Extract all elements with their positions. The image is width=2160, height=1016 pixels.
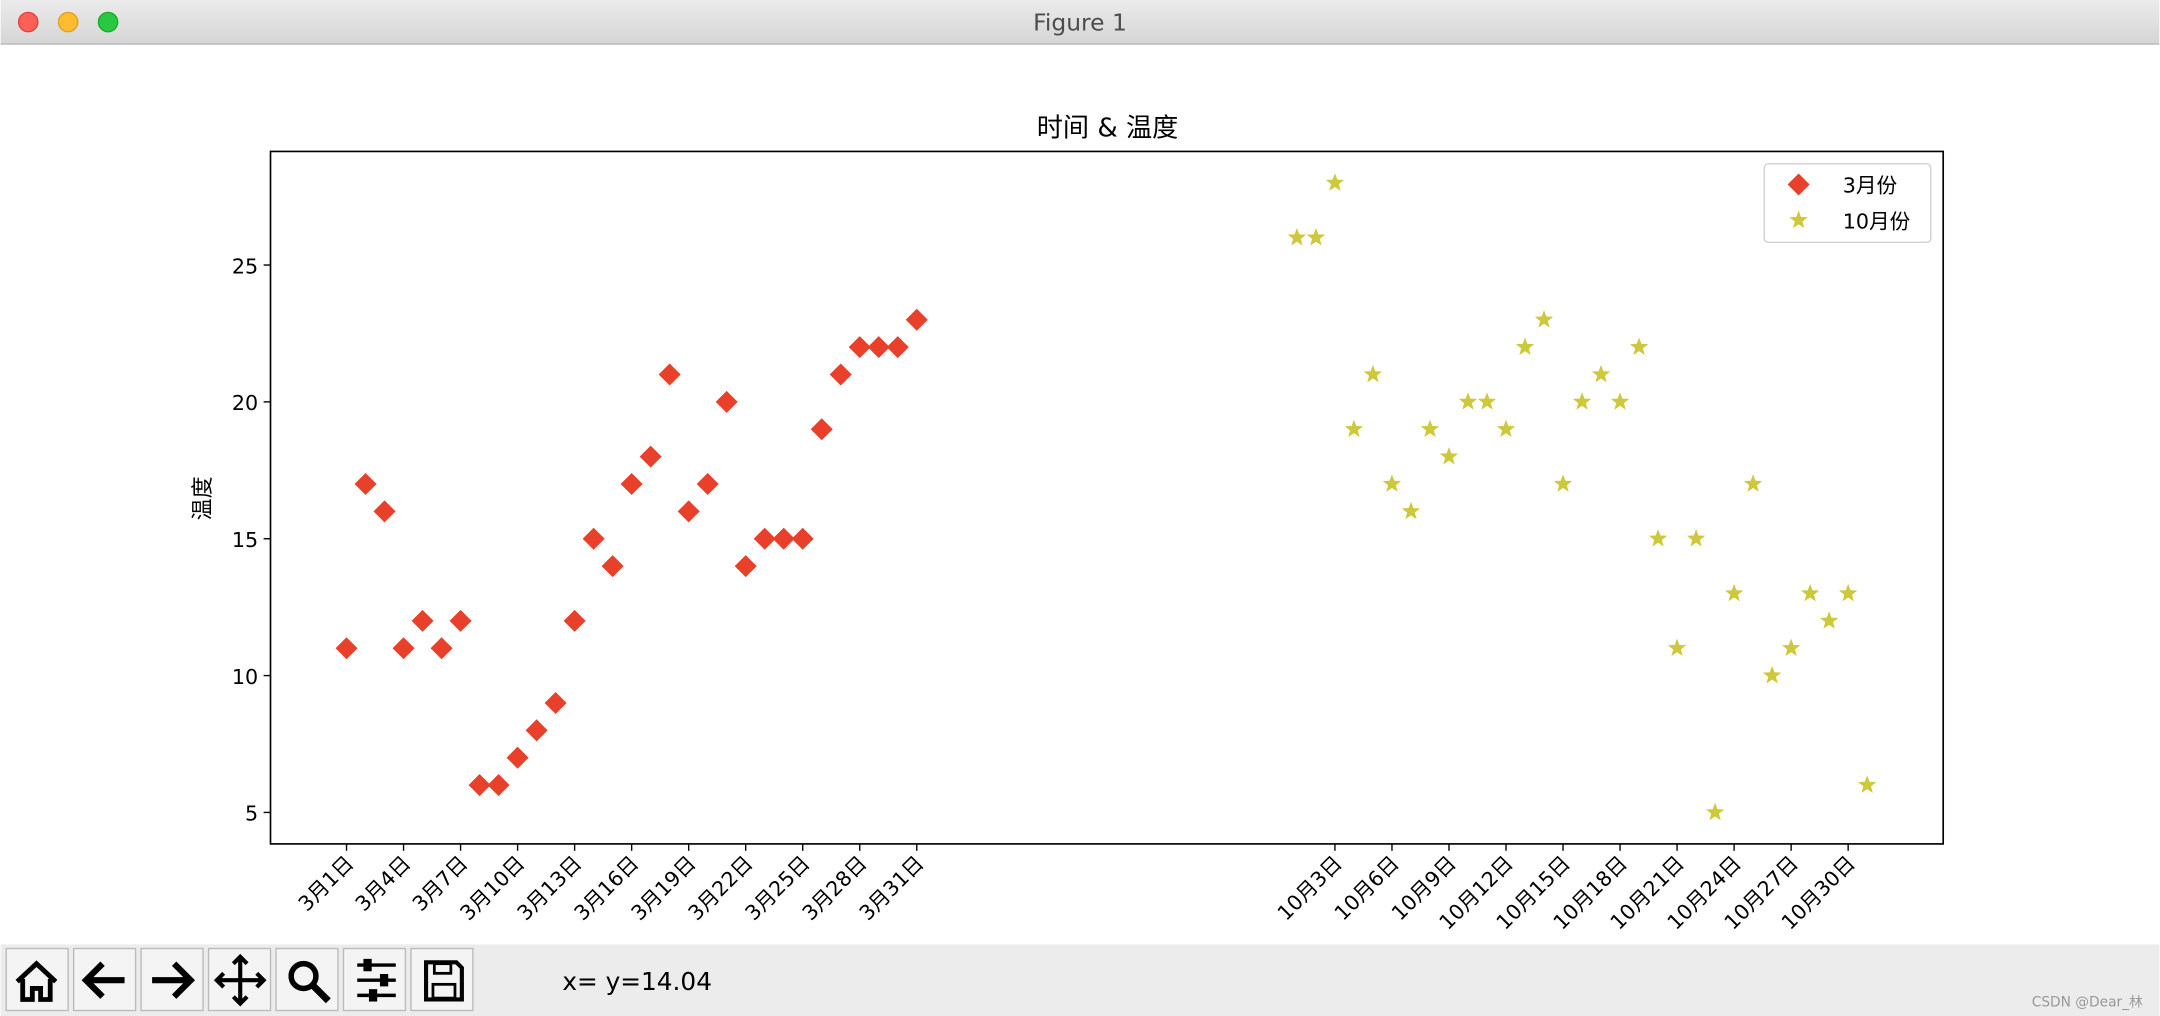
data-point bbox=[582, 527, 605, 550]
data-point bbox=[1705, 802, 1725, 821]
data-point bbox=[563, 609, 586, 632]
data-point bbox=[449, 609, 472, 632]
data-point bbox=[1439, 446, 1459, 465]
data-point bbox=[1344, 419, 1364, 438]
window-title: Figure 1 bbox=[1033, 8, 1127, 36]
data-point bbox=[1819, 611, 1839, 629]
data-point bbox=[848, 336, 871, 359]
data-point bbox=[1553, 474, 1573, 492]
data-point bbox=[392, 637, 415, 660]
data-point bbox=[905, 308, 928, 331]
data-point bbox=[468, 774, 491, 797]
data-point bbox=[696, 472, 719, 496]
data-point bbox=[1743, 474, 1763, 492]
y-tick-label: 20 bbox=[232, 391, 258, 415]
data-point bbox=[544, 691, 567, 714]
back-button[interactable] bbox=[72, 947, 137, 1012]
legend-marker bbox=[1789, 210, 1808, 229]
data-point bbox=[734, 555, 757, 578]
data-point bbox=[1363, 364, 1383, 383]
toolbar-buttons bbox=[5, 947, 474, 1012]
legend-label: 10月份 bbox=[1843, 210, 1911, 234]
data-point bbox=[1496, 419, 1516, 438]
zoom-tool-button[interactable] bbox=[275, 947, 339, 1012]
data-point bbox=[601, 555, 624, 578]
data-point bbox=[810, 418, 833, 441]
data-point bbox=[506, 746, 529, 769]
y-tick-label: 15 bbox=[232, 528, 258, 552]
data-point bbox=[1287, 228, 1307, 246]
data-point bbox=[1800, 583, 1820, 602]
data-point bbox=[677, 500, 700, 523]
data-point bbox=[1781, 638, 1801, 657]
data-point bbox=[1610, 392, 1630, 410]
y-tick-label: 10 bbox=[232, 665, 258, 689]
data-point bbox=[1838, 583, 1858, 602]
data-point bbox=[658, 363, 681, 386]
data-point bbox=[1306, 228, 1326, 246]
data-point bbox=[867, 336, 890, 359]
x-tick-label: 3月4日 bbox=[351, 851, 416, 916]
chart-title: 时间 & 温度 bbox=[1037, 113, 1179, 143]
data-point bbox=[753, 527, 776, 550]
data-point bbox=[1401, 501, 1421, 520]
data-point bbox=[886, 336, 909, 359]
data-point bbox=[1591, 364, 1611, 383]
data-point bbox=[354, 472, 377, 496]
data-point bbox=[620, 472, 643, 496]
data-point bbox=[639, 445, 662, 468]
data-point bbox=[1648, 529, 1668, 547]
watermark: CSDN @Dear_林 bbox=[2032, 994, 2143, 1010]
data-point bbox=[1724, 583, 1744, 602]
home-button[interactable] bbox=[5, 947, 69, 1012]
y-axis-label: 温度 bbox=[191, 476, 216, 520]
data-point bbox=[335, 637, 358, 660]
data-point bbox=[1762, 665, 1782, 684]
data-point bbox=[791, 527, 814, 550]
legend-label: 3月份 bbox=[1843, 174, 1898, 198]
pan-button[interactable] bbox=[207, 947, 272, 1012]
y-tick-label: 5 bbox=[245, 802, 258, 826]
data-point bbox=[430, 637, 453, 660]
zoom-button[interactable] bbox=[97, 11, 119, 33]
x-tick-label: 3月1日 bbox=[294, 851, 359, 916]
data-point bbox=[373, 500, 396, 523]
status-text: x= y=14.04 bbox=[562, 967, 712, 996]
data-point bbox=[1857, 775, 1877, 793]
legend-marker bbox=[1787, 173, 1810, 196]
close-button[interactable] bbox=[17, 11, 39, 33]
data-point bbox=[487, 774, 510, 797]
data-point bbox=[525, 719, 548, 742]
data-point bbox=[1477, 392, 1497, 410]
y-tick-label: 25 bbox=[232, 254, 258, 278]
data-point bbox=[1667, 638, 1687, 657]
minimize-button[interactable] bbox=[57, 11, 79, 33]
data-point bbox=[1515, 337, 1535, 355]
plot: 5101520253月1日3月4日3月7日3月10日3月13日3月16日3月19… bbox=[232, 150, 1945, 934]
data-point bbox=[1629, 337, 1649, 355]
configure-button[interactable] bbox=[342, 947, 407, 1012]
save-button[interactable] bbox=[410, 947, 474, 1012]
data-point bbox=[1325, 173, 1345, 191]
title-bar bbox=[0, 0, 2160, 45]
forward-button[interactable] bbox=[140, 947, 204, 1012]
data-point bbox=[411, 609, 434, 632]
data-point bbox=[1572, 392, 1592, 410]
axes-frame bbox=[269, 150, 1945, 845]
data-point bbox=[772, 527, 795, 550]
data-point bbox=[1382, 474, 1402, 492]
data-point bbox=[1534, 310, 1554, 328]
data-point bbox=[1458, 392, 1478, 410]
data-point bbox=[1686, 529, 1706, 547]
data-point bbox=[829, 363, 852, 386]
data-point bbox=[1420, 419, 1440, 438]
data-point bbox=[715, 390, 738, 413]
